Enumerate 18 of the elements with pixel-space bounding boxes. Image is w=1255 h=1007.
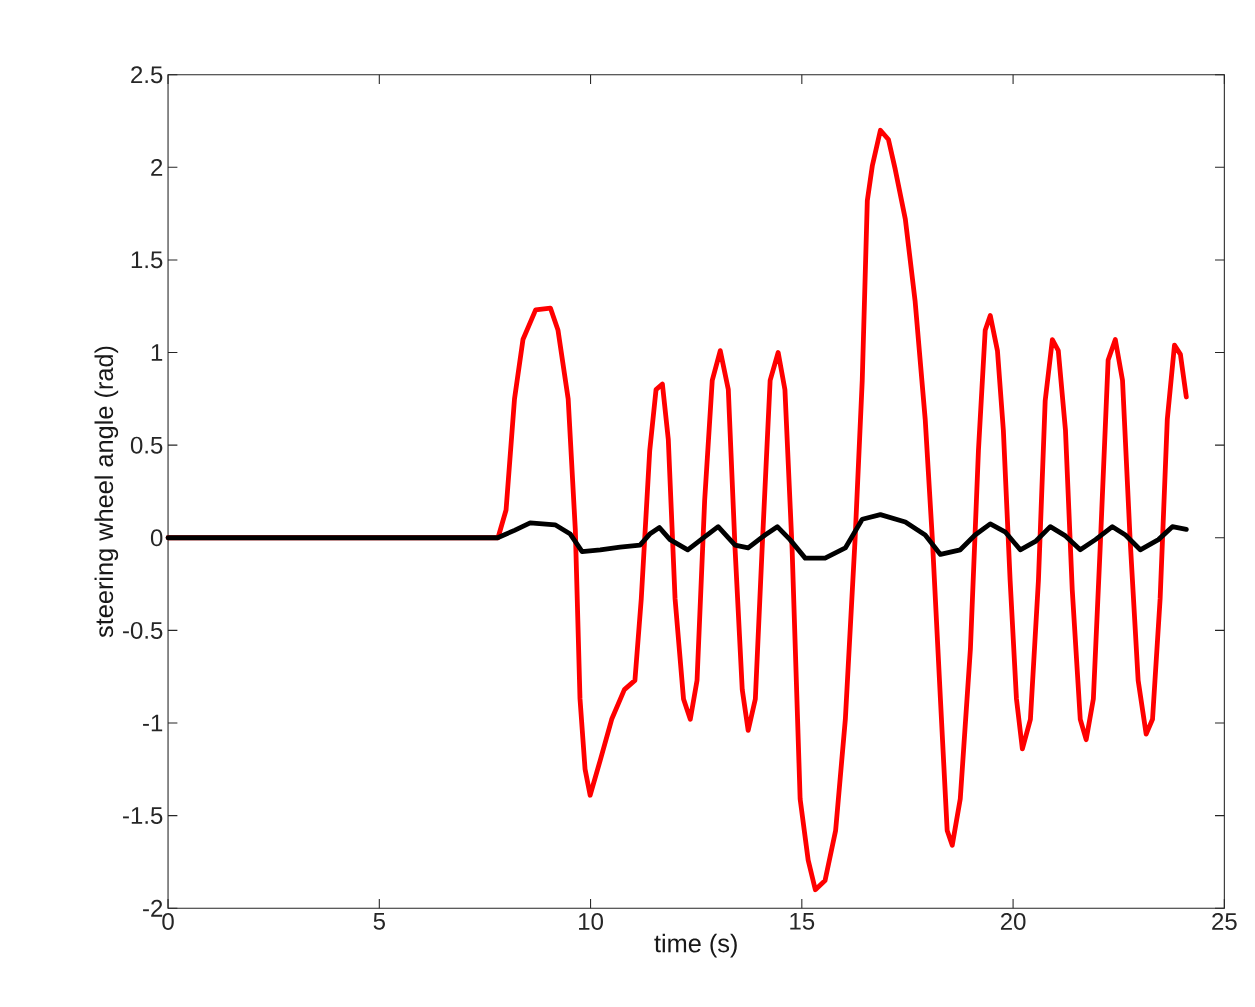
x-tick-label: 20 <box>1000 912 1026 930</box>
y-tick-label: -1 <box>143 714 163 732</box>
x-tick-label: 15 <box>790 912 815 930</box>
x-tick-label: 0 <box>162 912 174 930</box>
x-tick-label: 25 <box>1212 912 1237 930</box>
y-tick-label: 0 <box>150 529 163 547</box>
y-tick-label: 1.5 <box>131 251 163 269</box>
x-tick-label: 5 <box>373 912 385 930</box>
y-tick-label: -1.5 <box>123 807 163 825</box>
y-tick-label: -0.5 <box>123 621 163 639</box>
y-tick-label: 2.5 <box>131 66 163 84</box>
y-axis-title: steering wheel angle (rad) <box>94 346 119 638</box>
x-axis-title: time (s) <box>654 933 737 958</box>
y-tick-label: 2 <box>151 158 163 176</box>
y-tick-label: 1 <box>151 344 163 361</box>
x-tick-label: 10 <box>579 912 603 930</box>
y-tick-label: 0.5 <box>130 436 163 454</box>
y-tick-label: -2 <box>143 899 163 917</box>
